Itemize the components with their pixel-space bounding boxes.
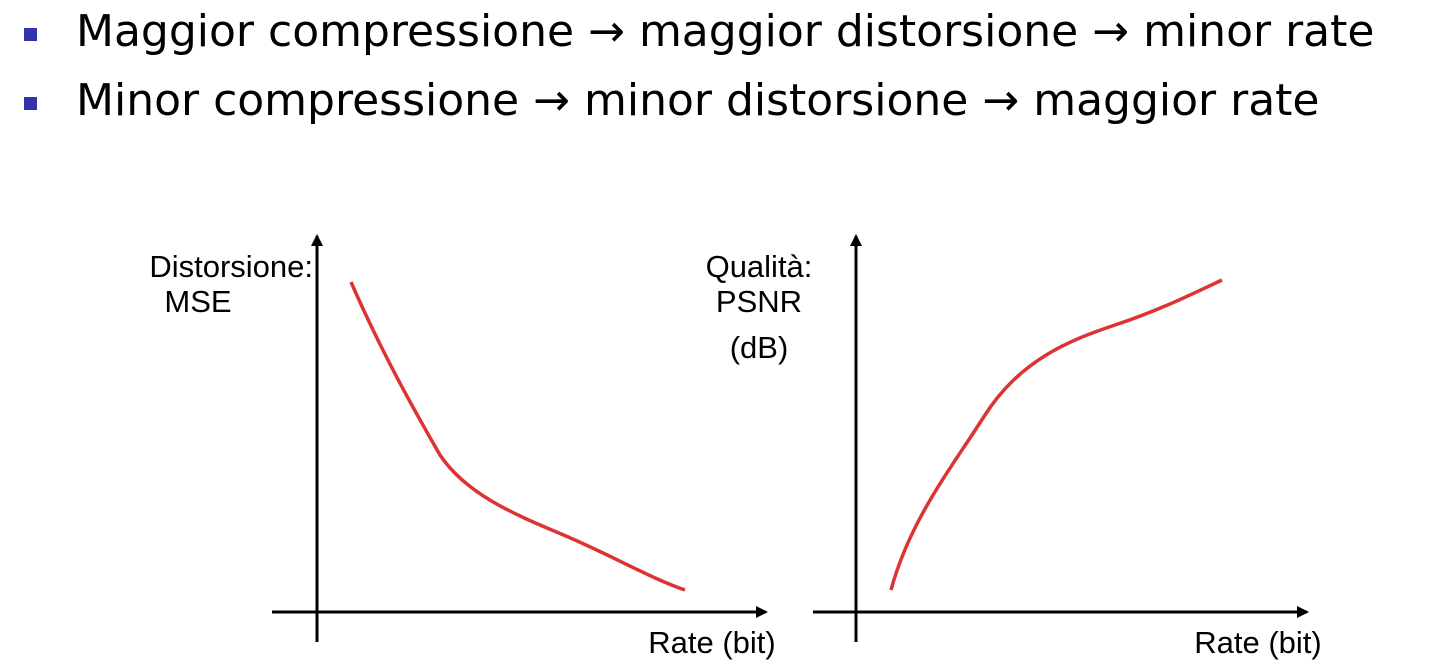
- left-plot: Distorsione: MSE Rate (bit): [149, 234, 776, 660]
- bullet-text: Minor compressione → minor distorsione →…: [76, 75, 1320, 126]
- bullet-item: Maggior compressione → maggior distorsio…: [0, 2, 1456, 62]
- bullet-text: Maggior compressione → maggior distorsio…: [76, 6, 1375, 57]
- right-ylabel-line2: PSNR: [716, 284, 802, 319]
- right-plot: Qualità: PSNR (dB) Rate (bit): [706, 234, 1322, 660]
- left-ylabel-line1: Distorsione:: [149, 249, 313, 284]
- right-ylabel-line1: Qualità:: [706, 249, 813, 284]
- right-ylabel-line3: (dB): [730, 330, 789, 365]
- distortion-curve: [349, 281, 686, 592]
- right-xlabel: Rate (bit): [1194, 625, 1321, 660]
- bullet-item: Minor compressione → minor distorsione →…: [0, 71, 1456, 131]
- quality-curve: [889, 278, 1223, 591]
- bullet-marker: [24, 28, 37, 41]
- left-xlabel: Rate (bit): [648, 625, 775, 660]
- bullet-marker: [24, 97, 37, 110]
- left-ylabel-line2: MSE: [164, 284, 231, 319]
